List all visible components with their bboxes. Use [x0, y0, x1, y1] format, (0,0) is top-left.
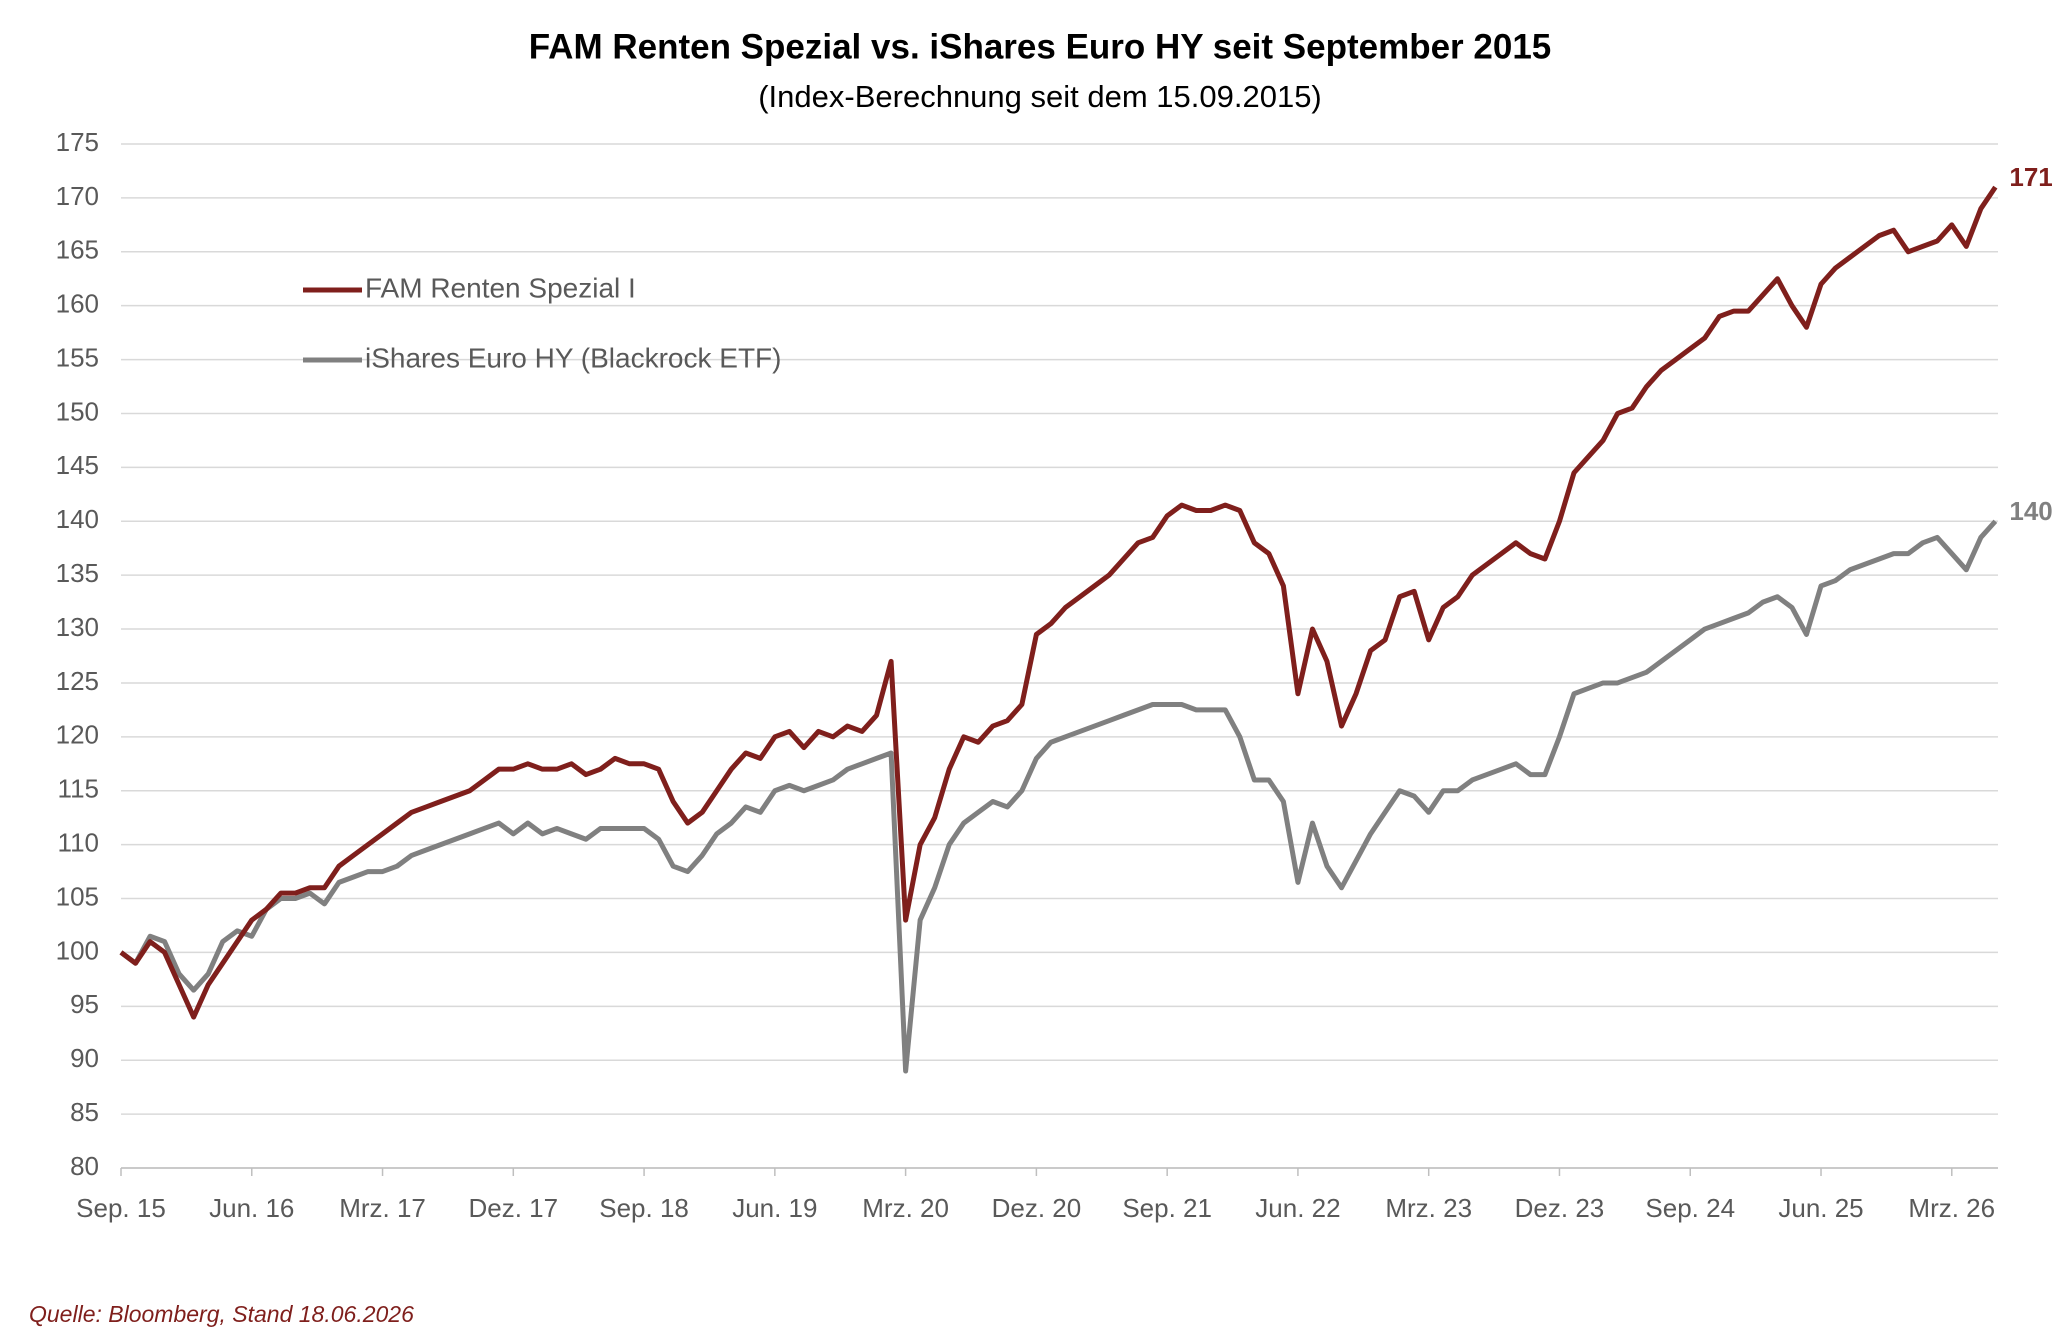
x-tick-label: Jun. 25: [1778, 1193, 1863, 1223]
x-tick-label: Sep. 18: [599, 1193, 689, 1223]
y-tick-label: 145: [56, 450, 99, 480]
x-tick-label: Dez. 17: [469, 1193, 559, 1223]
y-tick-label: 120: [56, 720, 99, 750]
x-tick-label: Dez. 23: [1515, 1193, 1605, 1223]
y-tick-label: 155: [56, 342, 99, 372]
y-tick-label: 165: [56, 235, 99, 265]
x-tick-label: Mrz. 26: [1908, 1193, 1995, 1223]
y-tick-label: 135: [56, 558, 99, 588]
series-line: [119, 519, 1998, 1074]
y-tick-label: 160: [56, 289, 99, 319]
end-value-label: 171: [2009, 162, 2052, 192]
y-tick-label: 80: [70, 1151, 99, 1181]
y-tick-label: 110: [58, 828, 99, 858]
chart-subtitle: (Index-Berechnung seit dem 15.09.2015): [758, 79, 1322, 114]
y-tick-label: 175: [56, 127, 99, 157]
x-tick-label: Mrz. 23: [1385, 1193, 1472, 1223]
y-tick-label: 125: [56, 666, 99, 696]
legend-label: FAM Renten Spezial I: [365, 272, 636, 303]
x-tick-label: Jun. 16: [209, 1193, 294, 1223]
x-tick-label: Mrz. 17: [339, 1193, 426, 1223]
x-tick-label: Mrz. 20: [862, 1193, 949, 1223]
x-tick-label: Sep. 21: [1122, 1193, 1212, 1223]
chart-title: FAM Renten Spezial vs. iShares Euro HY s…: [529, 27, 1552, 66]
end-value-label: 140: [2009, 496, 2052, 526]
y-tick-label: 90: [70, 1043, 99, 1073]
series-line: [119, 185, 1998, 1020]
x-tick-label: Sep. 15: [76, 1193, 166, 1223]
y-tick-label: 105: [56, 881, 99, 911]
x-tick-label: Jun. 22: [1255, 1193, 1340, 1223]
source-note: Quelle: Bloomberg, Stand 18.06.2026: [29, 1301, 414, 1327]
y-tick-label: 130: [56, 612, 99, 642]
x-tick-label: Jun. 19: [732, 1193, 817, 1223]
y-tick-label: 170: [56, 181, 99, 211]
y-tick-label: 115: [58, 774, 99, 804]
legend-label: iShares Euro HY (Blackrock ETF): [365, 342, 782, 373]
y-tick-label: 100: [56, 935, 99, 965]
y-tick-label: 150: [56, 396, 99, 426]
y-tick-label: 85: [70, 1097, 99, 1127]
x-tick-label: Dez. 20: [992, 1193, 1082, 1223]
y-tick-label: 95: [70, 989, 99, 1019]
x-tick-label: Sep. 24: [1645, 1193, 1735, 1223]
y-tick-label: 140: [56, 504, 99, 534]
